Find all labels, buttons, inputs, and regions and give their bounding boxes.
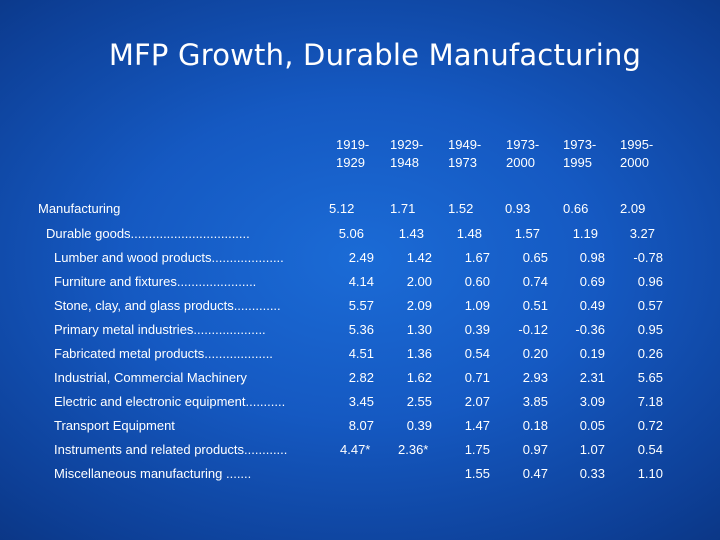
table-cell: 5.57: [348, 298, 374, 313]
table-cell: 0.26: [637, 346, 663, 361]
table-cell: 0.69: [579, 274, 605, 289]
table-cell: 0.20: [522, 346, 548, 361]
table-cell: 7.18: [637, 394, 663, 409]
table-cell: 1.48: [456, 226, 482, 241]
row-label-durable-goods: Durable goods...........................…: [46, 226, 250, 241]
table-cell: 5.36: [348, 322, 374, 337]
table-cell: 3.09: [579, 394, 605, 409]
row-label-stone-clay-glass: Stone, clay, and glass products.........…: [54, 298, 281, 313]
table-cell: 2.93: [522, 370, 548, 385]
table-cell: 1.09: [464, 298, 490, 313]
table-cell: -0.78: [633, 250, 663, 265]
table-cell: 4.51: [348, 346, 374, 361]
row-label-lumber: Lumber and wood products................…: [54, 250, 284, 265]
table-cell: 2.82: [348, 370, 374, 385]
row-label-instruments: Instruments and related products........…: [54, 442, 288, 457]
table-cell: 1.42: [406, 250, 432, 265]
table-cell: 2.31: [579, 370, 605, 385]
table-cell: 0.51: [522, 298, 548, 313]
page-title: MFP Growth, Durable Manufacturing: [108, 38, 642, 72]
table-cell: 0.60: [464, 274, 490, 289]
column-header-1929-1948: 1929- 1948: [390, 137, 424, 170]
table-cell: 1.36: [406, 346, 432, 361]
table-cell: 0.57: [637, 298, 663, 313]
table-cell: 1.19: [572, 226, 598, 241]
table-cell: 2.00: [406, 274, 432, 289]
table-cell: 2.55: [406, 394, 432, 409]
table-cell: 0.54: [637, 442, 663, 457]
row-label-manufacturing: Manufacturing: [38, 201, 121, 216]
table-cell: 3.85: [522, 394, 548, 409]
table-cell: 0.72: [637, 418, 663, 433]
table-cell: 0.33: [579, 466, 605, 481]
table-cell: 1.47: [464, 418, 490, 433]
row-label-transport-equipment: Transport Equipment: [54, 418, 175, 433]
table-cell: 1.52: [448, 201, 474, 216]
table-cell: 5.65: [637, 370, 663, 385]
table-cell: 0.39: [406, 418, 432, 433]
table-cell: 0.96: [637, 274, 663, 289]
table-cell: 1.07: [579, 442, 605, 457]
table-cell: 1.62: [406, 370, 432, 385]
table-cell: 1.75: [464, 442, 490, 457]
table-cell: 3.27: [629, 226, 655, 241]
table-cell: 0.39: [464, 322, 490, 337]
table-cell: 2.09: [620, 201, 646, 216]
column-header-1919-1929: 1919- 1929: [336, 137, 370, 170]
row-label-industrial-machinery: Industrial, Commercial Machinery: [54, 370, 247, 385]
table-cell: 4.14: [348, 274, 374, 289]
column-header-1973-2000: 1973- 2000: [506, 137, 540, 170]
table-cell: 0.97: [522, 442, 548, 457]
table-cell: 1.71: [390, 201, 416, 216]
table-cell: 0.95: [637, 322, 663, 337]
row-label-primary-metal: Primary metal industries................…: [54, 322, 266, 337]
table-cell: 2.07: [464, 394, 490, 409]
table-cell: 2.49: [348, 250, 374, 265]
table-cell: 8.07: [348, 418, 374, 433]
table-cell: 5.06: [338, 226, 364, 241]
table-cell: 1.55: [464, 466, 490, 481]
table-cell: 1.67: [464, 250, 490, 265]
table-cell: -0.36: [575, 322, 605, 337]
table-cell: -0.12: [518, 322, 548, 337]
table-cell: 0.93: [505, 201, 531, 216]
table-cell: 0.66: [563, 201, 589, 216]
table-cell: 0.47: [522, 466, 548, 481]
row-label-fabricated-metal: Fabricated metal products...............…: [54, 346, 273, 361]
table-cell: 0.65: [522, 250, 548, 265]
table-cell: 0.49: [579, 298, 605, 313]
table-cell: 1.43: [398, 226, 424, 241]
table-cell: 0.19: [579, 346, 605, 361]
column-header-1973-1995: 1973- 1995: [563, 137, 597, 170]
column-header-1949-1973: 1949- 1973: [448, 137, 482, 170]
table-cell: 0.54: [464, 346, 490, 361]
table-cell: 3.45: [348, 394, 374, 409]
row-label-electric-electronic: Electric and electronic equipment.......…: [54, 394, 286, 409]
table-cell: 5.12: [329, 201, 355, 216]
row-label-furniture: Furniture and fixtures..................…: [54, 274, 257, 289]
table-cell: 1.30: [406, 322, 432, 337]
column-header-1995-2000: 1995- 2000: [620, 137, 654, 170]
table-cell: 0.98: [579, 250, 605, 265]
table-cell: 0.18: [522, 418, 548, 433]
table-cell: 1.57: [514, 226, 540, 241]
table-cell: 1.10: [637, 466, 663, 481]
table-cell: 0.71: [464, 370, 490, 385]
table-cell: 4.47*: [340, 442, 371, 457]
row-label-miscellaneous: Miscellaneous manufacturing .......: [54, 466, 252, 481]
table-cell: 2.36*: [398, 442, 429, 457]
table-cell: 2.09: [406, 298, 432, 313]
table-cell: 0.05: [579, 418, 605, 433]
table-cell: 0.74: [522, 274, 548, 289]
